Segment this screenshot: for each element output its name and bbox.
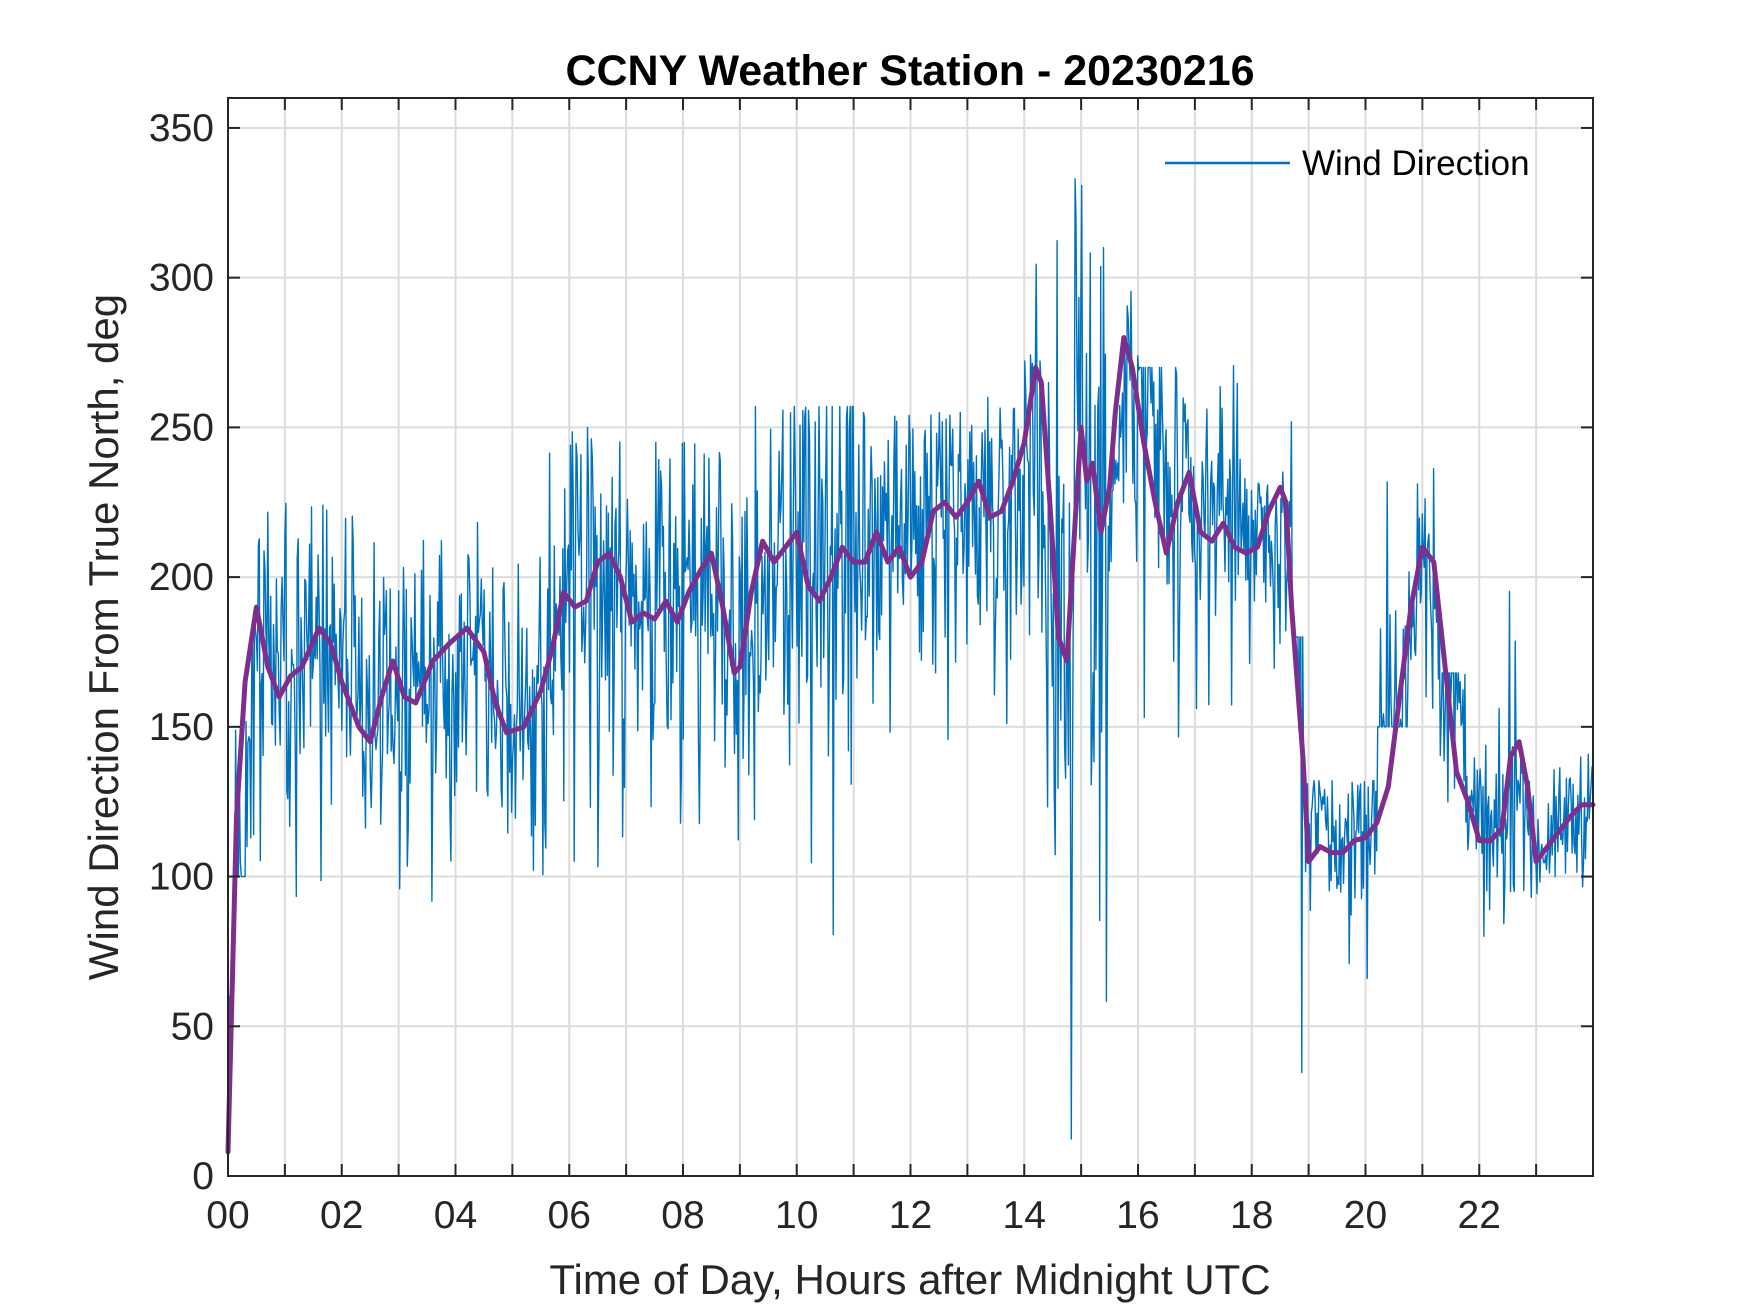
y-tick-label: 50 bbox=[171, 1005, 214, 1048]
x-tick-labels: 00 02 04 06 08 10 12 14 16 18 20 22 bbox=[206, 1194, 1501, 1237]
x-tick-label: 22 bbox=[1458, 1194, 1501, 1237]
y-tick-labels: 0 50 100 150 200 250 300 350 bbox=[149, 107, 214, 1198]
y-axis-label: Wind Direction From True North, deg bbox=[80, 294, 127, 980]
y-tick-label: 100 bbox=[149, 856, 214, 899]
x-tick-label: 10 bbox=[775, 1194, 818, 1237]
y-tick-label: 300 bbox=[149, 257, 214, 300]
x-tick-label: 04 bbox=[434, 1194, 477, 1237]
legend: Wind Direction bbox=[1165, 144, 1530, 183]
x-tick-label: 12 bbox=[889, 1194, 932, 1237]
legend-label-wind-direction: Wind Direction bbox=[1302, 144, 1530, 183]
x-tick-label: 06 bbox=[548, 1194, 591, 1237]
x-axis-label: Time of Day, Hours after Midnight UTC bbox=[549, 1256, 1270, 1303]
x-tick-label: 00 bbox=[206, 1194, 249, 1237]
y-tick-label: 200 bbox=[149, 556, 214, 599]
y-tick-label: 350 bbox=[149, 107, 214, 150]
x-tick-label: 18 bbox=[1230, 1194, 1273, 1237]
running-mean-line bbox=[225, 335, 1596, 1155]
x-tick-label: 08 bbox=[661, 1194, 704, 1237]
y-tick-label: 0 bbox=[192, 1155, 214, 1198]
x-tick-label: 20 bbox=[1344, 1194, 1387, 1237]
chart-title: CCNY Weather Station - 20230216 bbox=[565, 47, 1254, 95]
running-mean-series bbox=[225, 335, 1596, 1155]
y-tick-label: 150 bbox=[149, 706, 214, 749]
x-tick-label: 02 bbox=[320, 1194, 363, 1237]
x-tick-label: 14 bbox=[1003, 1194, 1046, 1237]
y-tick-label: 250 bbox=[149, 406, 214, 449]
tick-marks bbox=[227, 98, 1594, 1177]
x-tick-label: 16 bbox=[1116, 1194, 1159, 1237]
